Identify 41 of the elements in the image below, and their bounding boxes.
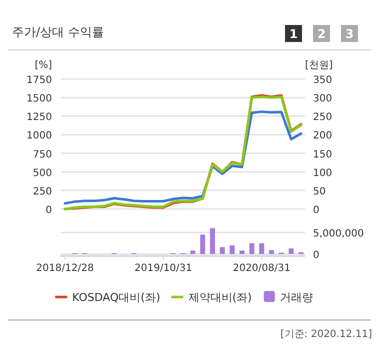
legend-label: KOSDAQ대비(좌) <box>72 291 160 304</box>
text: 3 <box>345 27 354 41</box>
y-tick-label: 1500 <box>26 94 52 105</box>
bar <box>240 250 244 254</box>
legend-label: 제약대비(좌) <box>188 291 252 304</box>
bar <box>288 248 294 254</box>
y-tick-label: 750 <box>32 149 52 160</box>
y-tick-label: 1750 <box>26 75 52 86</box>
bar <box>259 243 264 254</box>
y2-tick-label: 300 <box>313 94 332 105</box>
chart-title: 주가/상대 수익률 <box>12 25 104 39</box>
y-tick-label: 1250 <box>26 112 52 124</box>
y2-axis-title: [천원] <box>305 60 333 71</box>
bar <box>220 247 225 254</box>
y-tick-label: 1000 <box>26 130 52 142</box>
y-tick-label: 500 <box>32 168 52 179</box>
text: 1 <box>289 27 298 41</box>
y2-tick-label: 50 <box>313 186 326 198</box>
x-tick-label: 2020/08/31 <box>232 263 290 274</box>
y-tick-label: 250 <box>32 186 52 198</box>
y2-tick-label: 5,000,000 <box>313 228 364 240</box>
y2-tick-label: 250 <box>313 112 332 124</box>
y2-tick-label: 200 <box>313 130 332 142</box>
y2-tick-label: 100 <box>313 168 332 179</box>
legend-label: 거래량 <box>280 291 313 304</box>
y-tick-label: 0 <box>46 205 52 216</box>
y2-tick-label: 0 <box>313 250 320 261</box>
y2-tick-label: 0 <box>313 205 320 216</box>
y2-tick-label: 350 <box>313 75 332 86</box>
bar <box>230 245 235 254</box>
text: 2 <box>317 27 326 41</box>
y2-tick-label: 150 <box>313 149 332 160</box>
bar <box>200 234 206 254</box>
bar <box>210 228 215 254</box>
bar <box>269 250 274 254</box>
bar <box>190 250 196 254</box>
bar <box>249 243 254 254</box>
x-tick-label: 2018/12/28 <box>36 263 94 274</box>
y-axis-title: [%] <box>34 60 52 71</box>
text: [기준: 2020.12.11] <box>280 329 372 340</box>
x-tick-label: 2019/10/31 <box>134 263 192 274</box>
